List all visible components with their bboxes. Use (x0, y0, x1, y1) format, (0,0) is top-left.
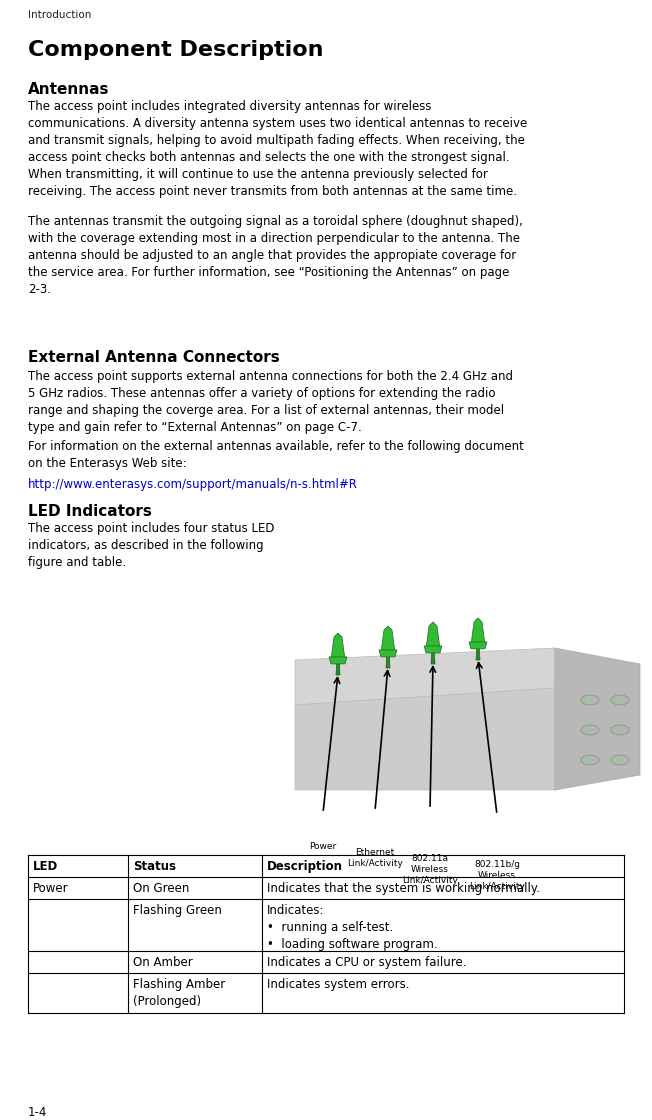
Text: Component Description: Component Description (28, 40, 323, 60)
Polygon shape (471, 618, 485, 645)
Text: Indicates system errors.: Indicates system errors. (267, 978, 409, 991)
Text: Description: Description (267, 860, 343, 872)
Polygon shape (555, 648, 640, 790)
Text: Ethernet
Link/Activity: Ethernet Link/Activity (347, 848, 403, 868)
Text: The antennas transmit the outgoing signal as a toroidal sphere (doughnut shaped): The antennas transmit the outgoing signa… (28, 215, 523, 296)
Polygon shape (469, 642, 487, 648)
Polygon shape (379, 650, 397, 657)
Text: 802.11a
Wireless
Link/Activity: 802.11a Wireless Link/Activity (402, 853, 458, 885)
Text: Indicates a CPU or system failure.: Indicates a CPU or system failure. (267, 956, 466, 969)
Text: LED: LED (33, 860, 58, 872)
Text: Indicates:
•  running a self-test.
•  loading software program.: Indicates: • running a self-test. • load… (267, 904, 437, 951)
Text: The access point supports external antenna connections for both the 2.4 GHz and
: The access point supports external anten… (28, 370, 513, 435)
Ellipse shape (581, 725, 599, 735)
Text: LED Indicators: LED Indicators (28, 504, 152, 519)
Polygon shape (424, 646, 442, 653)
Text: 1-4: 1-4 (28, 1107, 48, 1119)
Ellipse shape (611, 755, 629, 765)
Polygon shape (476, 643, 480, 660)
Ellipse shape (611, 725, 629, 735)
Text: http://www.enterasys.com/support/manuals/n-s.html#R: http://www.enterasys.com/support/manuals… (28, 478, 358, 491)
Text: The access point includes four status LED
indicators, as described in the follow: The access point includes four status LE… (28, 522, 274, 569)
Text: Indicates that the system is working normally.: Indicates that the system is working nor… (267, 883, 540, 895)
Ellipse shape (581, 696, 599, 704)
Polygon shape (331, 633, 345, 660)
Text: The access point includes integrated diversity antennas for wireless
communicati: The access point includes integrated div… (28, 100, 527, 198)
Text: Antennas: Antennas (28, 82, 110, 97)
Polygon shape (426, 622, 440, 648)
Polygon shape (329, 657, 347, 664)
Text: Introduction: Introduction (28, 10, 91, 20)
Text: Flashing Green: Flashing Green (133, 904, 222, 917)
Text: For information on the external antennas available, refer to the following docum: For information on the external antennas… (28, 440, 524, 470)
Polygon shape (295, 648, 555, 704)
Text: External Antenna Connectors: External Antenna Connectors (28, 349, 280, 365)
Polygon shape (386, 651, 390, 668)
Ellipse shape (581, 755, 599, 765)
Polygon shape (431, 647, 435, 664)
Text: Status: Status (133, 860, 176, 872)
Ellipse shape (611, 696, 629, 704)
Polygon shape (336, 657, 340, 675)
Text: Flashing Amber
(Prolonged): Flashing Amber (Prolonged) (133, 978, 225, 1008)
Polygon shape (295, 688, 555, 790)
Text: On Green: On Green (133, 883, 189, 895)
Text: Power: Power (310, 842, 336, 851)
Polygon shape (381, 626, 395, 653)
Text: On Amber: On Amber (133, 956, 193, 969)
Text: Power: Power (33, 883, 68, 895)
Text: 802.11b/g
Wireless
Link/Activity: 802.11b/g Wireless Link/Activity (469, 860, 525, 892)
